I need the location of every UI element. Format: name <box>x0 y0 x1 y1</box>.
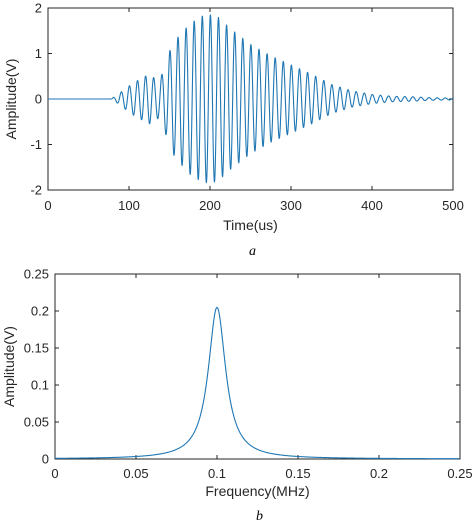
y-tick-label: -1 <box>30 137 42 152</box>
time-domain-chart: 0 100 200 300 400 500 -2 -1 0 1 2 Time(us) Amplitude… <box>3 1 464 260</box>
y-tick-label: 0 <box>42 452 49 467</box>
x-tick-label: 300 <box>280 198 302 213</box>
x-tick-label: 0.15 <box>285 466 310 481</box>
x-tick-label: 0 <box>44 198 51 213</box>
panel-caption: b <box>256 509 263 523</box>
panel-caption: a <box>249 244 256 259</box>
y-tick-label: 0.05 <box>24 415 49 430</box>
x-tick-label: 100 <box>118 198 140 213</box>
y-tick-label: 0.25 <box>24 267 49 282</box>
y-axis-label: Amplitude(V) <box>1 326 17 407</box>
y-tick-label: 0 <box>35 92 42 107</box>
x-tick-label: 0.2 <box>370 466 388 481</box>
time-signal-line <box>47 14 454 184</box>
y-axis-label: Amplitude(V) <box>3 59 19 140</box>
x-tick-label: 0 <box>51 466 58 481</box>
y-tick-label: 1 <box>35 46 42 61</box>
plot-frame <box>54 273 461 460</box>
x-axis-label: Time(us) <box>223 217 278 233</box>
y-tick-label: 0.15 <box>24 341 49 356</box>
y-tick-label: 0.1 <box>31 378 49 393</box>
y-tick-label: 2 <box>35 1 42 16</box>
x-tick-label: 0.25 <box>447 466 472 481</box>
spectrum-line <box>55 306 460 460</box>
x-tick-label: 0.1 <box>208 466 226 481</box>
x-tick-label: 400 <box>361 198 383 213</box>
x-tick-label: 0.05 <box>123 466 148 481</box>
x-axis-label: Frequency(MHz) <box>205 483 309 499</box>
x-tick-label: 500 <box>442 198 464 213</box>
y-tick-label: 0.2 <box>31 304 49 319</box>
x-tick-label: 200 <box>199 198 221 213</box>
frequency-spectrum-chart: 0 0.05 0.1 0.15 0.2 0.25 0 0.05 0.1 0.15 0.2 0.25 Fr… <box>1 267 473 523</box>
y-tick-label: -2 <box>30 183 42 198</box>
